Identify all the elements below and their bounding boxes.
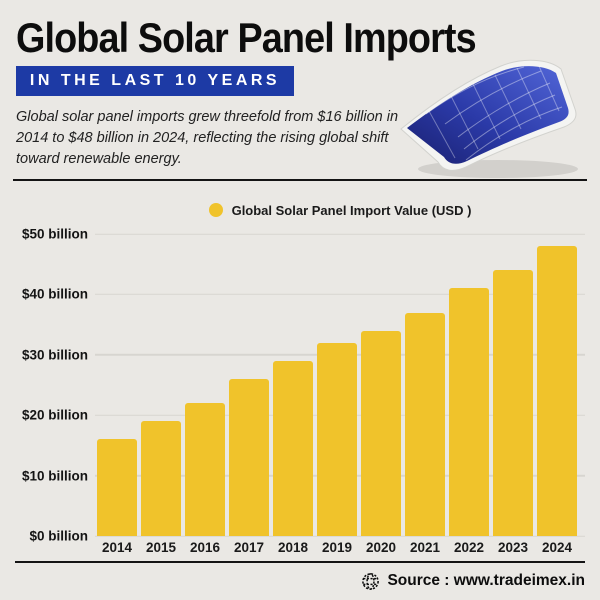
source-attribution: Source : www.tradeimex.in — [361, 570, 585, 592]
solar-panel-illustration — [400, 59, 578, 178]
y-tick-label: $50 billion — [21, 226, 88, 242]
y-tick-label: $40 billion — [21, 286, 88, 302]
x-tick-label: 2021 — [409, 540, 441, 555]
gridline-40 — [95, 293, 585, 296]
x-tick-label: 2018 — [277, 540, 309, 555]
x-tick-label: 2024 — [541, 540, 573, 555]
page-title: Global Solar Panel Imports — [16, 14, 477, 61]
y-tick-label: $30 billion — [21, 347, 88, 363]
y-tick-label: $20 billion — [21, 407, 88, 423]
y-tick-label: $0 billion — [29, 528, 88, 544]
bar-2022 — [449, 288, 489, 536]
bar-2021 — [405, 312, 445, 536]
bar-2015 — [141, 421, 181, 536]
bar-2020 — [361, 330, 401, 536]
y-axis: $50 billion $40 billion $30 billion $20 bil… — [0, 227, 88, 544]
x-tick-label: 2016 — [189, 540, 221, 555]
bar-2018 — [273, 360, 313, 536]
x-tick-label: 2017 — [233, 540, 265, 555]
subtitle-badge: IN THE LAST 10 YEARS — [16, 66, 294, 96]
legend-marker-icon — [208, 203, 223, 217]
legend-label: Global Solar Panel Import Value (USD ) — [231, 202, 472, 218]
bar-2024 — [537, 246, 577, 536]
x-tick-label: 2020 — [365, 540, 397, 555]
y-tick-label: $10 billion — [21, 468, 88, 484]
description-text: Global solar panel imports grew threefol… — [16, 109, 399, 168]
x-tick-label: 2023 — [497, 540, 529, 555]
bar-2017 — [229, 378, 269, 536]
globe-icon — [362, 572, 380, 590]
x-tick-label: 2015 — [145, 540, 177, 555]
x-tick-label: 2019 — [321, 540, 353, 555]
bar-2016 — [185, 403, 225, 536]
gridline-0 — [95, 535, 585, 537]
bar-2014 — [97, 439, 137, 536]
subtitle-badge-label: IN THE LAST 10 YEARS — [29, 72, 281, 89]
bar-2023 — [493, 270, 533, 536]
footer-divider — [15, 561, 585, 563]
chart-legend: Global Solar Panel Import Value (USD ) — [95, 201, 585, 219]
source-label: Source : www.tradeimex.in — [387, 572, 585, 589]
header-divider — [13, 179, 587, 181]
plot-area — [95, 233, 585, 537]
x-tick-label: 2022 — [453, 540, 485, 555]
x-axis: 2014 2015 2016 2017 2018 2019 2020 2021 2022 2023… — [95, 540, 585, 558]
gridline-50 — [95, 233, 585, 235]
bar-2019 — [317, 342, 357, 536]
x-tick-label: 2014 — [101, 540, 133, 555]
